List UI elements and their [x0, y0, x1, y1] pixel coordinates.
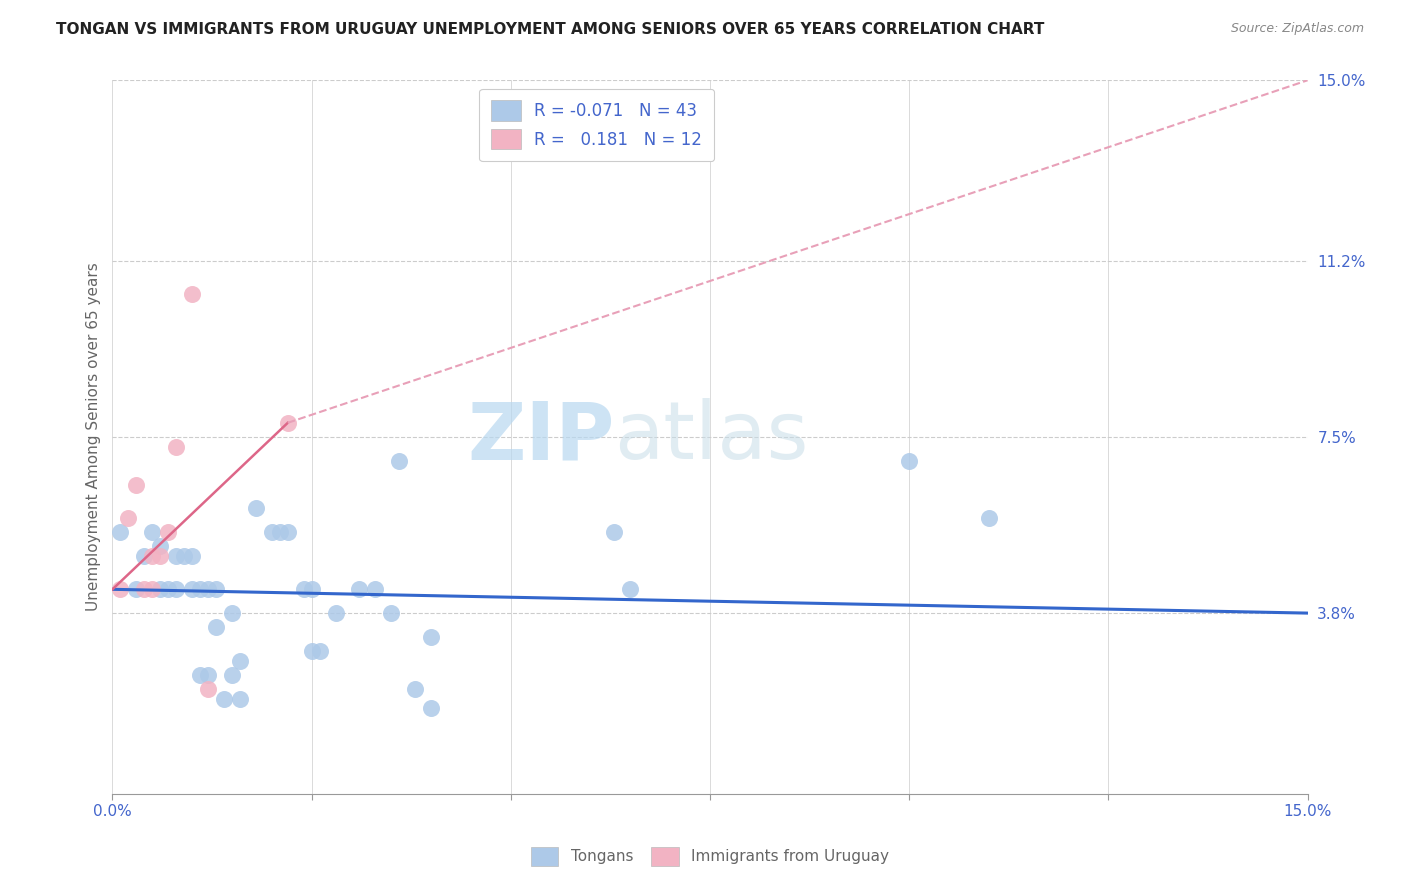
Point	[301, 582, 323, 597]
Point	[141, 525, 163, 540]
Point	[260, 525, 283, 540]
Point	[181, 549, 204, 563]
Point	[181, 582, 204, 597]
Point	[404, 682, 426, 697]
Point	[141, 549, 163, 563]
Point	[125, 582, 148, 597]
Point	[420, 630, 443, 644]
Point	[292, 582, 315, 597]
Point	[221, 668, 243, 682]
Point	[277, 416, 299, 430]
Point	[165, 440, 187, 454]
Point	[603, 525, 626, 540]
Y-axis label: Unemployment Among Seniors over 65 years: Unemployment Among Seniors over 65 years	[86, 263, 101, 611]
Point	[205, 582, 228, 597]
Point	[229, 691, 252, 706]
Text: TONGAN VS IMMIGRANTS FROM URUGUAY UNEMPLOYMENT AMONG SENIORS OVER 65 YEARS CORRE: TONGAN VS IMMIGRANTS FROM URUGUAY UNEMPL…	[56, 22, 1045, 37]
Point	[349, 582, 371, 597]
Point	[165, 582, 187, 597]
Point	[110, 582, 132, 597]
Point	[110, 525, 132, 540]
Point	[188, 668, 211, 682]
Point	[308, 644, 330, 658]
Text: ZIP: ZIP	[467, 398, 614, 476]
Point	[229, 654, 252, 668]
Point	[205, 620, 228, 634]
Point	[380, 606, 402, 620]
Point	[212, 691, 235, 706]
Legend: Tongans, Immigrants from Uruguay: Tongans, Immigrants from Uruguay	[524, 841, 896, 871]
Point	[157, 525, 180, 540]
Point	[197, 668, 219, 682]
Point	[157, 582, 180, 597]
Point	[125, 477, 148, 491]
Point	[420, 701, 443, 715]
Point	[149, 540, 172, 554]
Point	[364, 582, 387, 597]
Point	[221, 606, 243, 620]
Point	[619, 582, 641, 597]
Point	[149, 549, 172, 563]
Point	[181, 287, 204, 301]
Point	[977, 511, 1000, 525]
Point	[134, 582, 156, 597]
Point	[325, 606, 347, 620]
Point	[269, 525, 291, 540]
Point	[173, 549, 195, 563]
Point	[165, 549, 187, 563]
Point	[149, 582, 172, 597]
Point	[117, 511, 139, 525]
Point	[245, 501, 267, 516]
Point	[188, 582, 211, 597]
Text: Source: ZipAtlas.com: Source: ZipAtlas.com	[1230, 22, 1364, 36]
Point	[898, 454, 921, 468]
Point	[141, 582, 163, 597]
Point	[277, 525, 299, 540]
Point	[134, 549, 156, 563]
Point	[388, 454, 411, 468]
Point	[301, 644, 323, 658]
Text: atlas: atlas	[614, 398, 808, 476]
Point	[197, 682, 219, 697]
Point	[197, 582, 219, 597]
